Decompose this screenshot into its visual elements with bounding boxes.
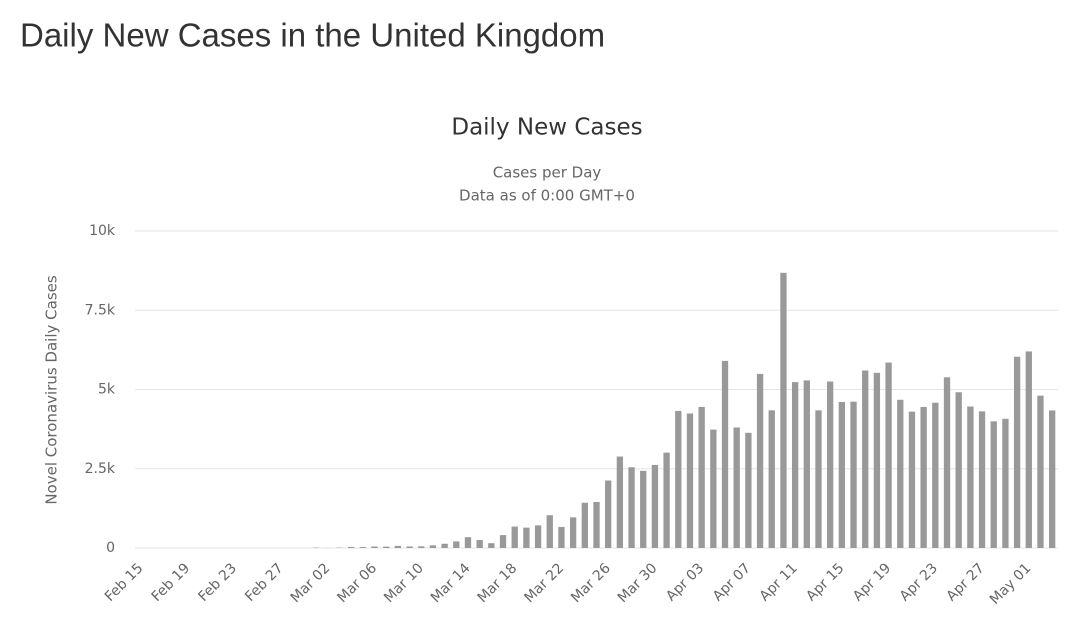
bar <box>780 272 787 548</box>
bar <box>932 402 939 548</box>
bar <box>885 362 892 548</box>
chart-subtitle: Cases per Day <box>493 164 602 182</box>
bar <box>359 547 366 548</box>
bar <box>464 537 472 548</box>
bar <box>873 372 881 548</box>
bar <box>476 540 483 548</box>
x-tick-label: Mar 02 <box>288 560 334 606</box>
bar <box>640 470 647 548</box>
bar <box>978 411 986 548</box>
bar <box>908 411 916 548</box>
bar <box>1002 418 1009 548</box>
x-tick-label: Feb 15 <box>102 560 147 605</box>
x-tick-label: Feb 19 <box>149 560 194 605</box>
bar <box>394 545 402 548</box>
bar <box>406 546 413 548</box>
bar <box>990 421 997 548</box>
chart-subtitle: Data as of 0:00 GMT+0 <box>459 187 635 205</box>
bar <box>733 427 740 548</box>
bar <box>897 399 904 548</box>
y-tick-label: 10k <box>89 223 116 239</box>
page-title: Daily New Cases in the United Kingdom <box>20 17 605 54</box>
bar <box>593 501 600 548</box>
bar <box>534 525 542 548</box>
bar <box>827 381 834 548</box>
bar <box>628 467 635 548</box>
bar <box>499 535 507 548</box>
bar <box>686 413 694 548</box>
x-tick-label: Apr 19 <box>850 560 894 604</box>
bar <box>943 377 951 548</box>
y-tick-label: 2.5k <box>85 461 116 477</box>
bar <box>1025 351 1032 548</box>
bar <box>675 410 682 548</box>
bar <box>815 410 822 548</box>
y-tick-label: 7.5k <box>85 302 116 318</box>
bar <box>569 517 577 548</box>
bar <box>721 360 729 548</box>
x-tick-label: Apr 07 <box>710 560 754 604</box>
bar <box>803 380 810 548</box>
x-tick-label: Mar 18 <box>475 560 521 606</box>
bar <box>967 406 974 548</box>
bar <box>429 545 437 548</box>
bar <box>791 382 799 548</box>
x-tick-label: Mar 14 <box>428 560 474 606</box>
bar <box>651 464 659 548</box>
bar <box>546 515 553 548</box>
x-tick-label: Apr 23 <box>897 560 941 604</box>
bar <box>581 502 588 548</box>
bar <box>1013 356 1021 548</box>
bar <box>745 432 752 548</box>
bar <box>453 541 460 548</box>
bar <box>488 543 495 548</box>
bar <box>558 526 565 548</box>
bar <box>955 392 962 548</box>
x-tick-label: Apr 27 <box>944 560 988 604</box>
y-tick-label: 5k <box>98 382 116 398</box>
bar <box>347 546 355 548</box>
bar <box>862 370 869 548</box>
bar <box>850 401 857 548</box>
bar <box>523 527 530 548</box>
bar <box>616 456 624 548</box>
bar <box>663 452 670 548</box>
bar <box>710 429 717 548</box>
bar <box>838 402 846 548</box>
y-axis-label: Novel Coronavirus Daily Cases <box>43 275 61 505</box>
bar <box>1037 395 1044 548</box>
x-tick-label: Apr 03 <box>663 560 707 604</box>
chart-title: Daily New Cases <box>451 115 642 141</box>
bar <box>920 406 927 548</box>
bar <box>371 546 378 548</box>
x-tick-label: Feb 27 <box>242 560 287 605</box>
bar <box>698 406 705 548</box>
bar <box>418 546 425 548</box>
x-tick-label: Apr 11 <box>757 560 801 604</box>
y-tick-label: 0 <box>106 540 115 556</box>
x-tick-label: Mar 26 <box>568 560 614 606</box>
bar <box>1049 410 1056 548</box>
x-tick-label: Mar 30 <box>615 560 661 606</box>
x-tick-label: Mar 06 <box>334 560 380 606</box>
x-tick-label: May 01 <box>987 560 1035 608</box>
bar <box>441 543 448 548</box>
bar <box>383 546 390 548</box>
bar <box>756 373 764 548</box>
bar <box>605 480 612 548</box>
x-tick-label: Feb 23 <box>195 560 240 605</box>
bar <box>768 410 775 548</box>
x-tick-label: Mar 22 <box>521 560 567 606</box>
bar <box>511 526 518 548</box>
x-tick-label: Mar 10 <box>381 560 427 606</box>
x-tick-label: Apr 15 <box>803 560 847 604</box>
